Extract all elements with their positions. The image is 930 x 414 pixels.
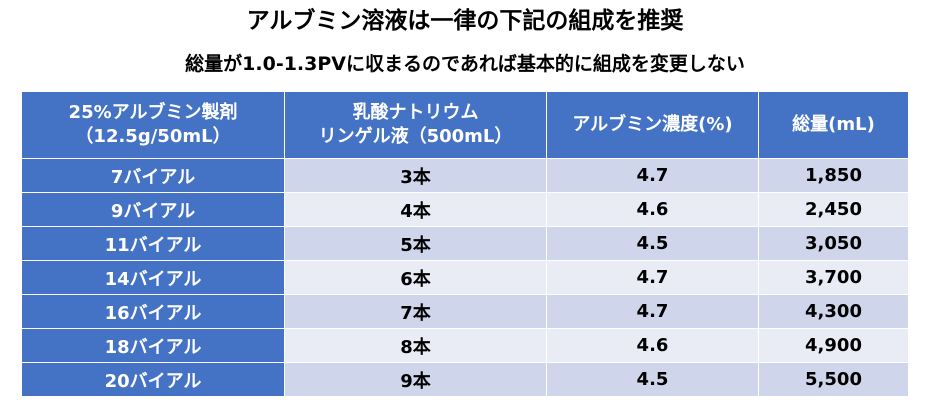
- table-row: 16バイアル 7本 4.7 4,300: [21, 294, 909, 329]
- vial-count-cell: 18バイアル: [21, 328, 285, 363]
- total-volume-cell: 4,900: [758, 328, 909, 363]
- ringer-count-cell: 5本: [284, 226, 547, 261]
- total-volume-cell: 2,450: [758, 192, 909, 227]
- header-line: 乳酸ナトリウム: [352, 102, 479, 123]
- ringer-count-cell: 8本: [284, 328, 547, 363]
- composition-table: 25%アルブミン製剤 （12.5g/50mL） 乳酸ナトリウム リンゲル液（50…: [21, 91, 909, 397]
- concentration-cell: 4.7: [546, 294, 759, 329]
- concentration-cell: 4.7: [546, 158, 759, 193]
- total-volume-cell: 3,050: [758, 226, 909, 261]
- table-row: 18バイアル 8本 4.6 4,900: [21, 328, 909, 363]
- header-line: 25%アルブミン製剤: [68, 102, 238, 123]
- header-albumin-product: 25%アルブミン製剤 （12.5g/50mL）: [21, 91, 285, 159]
- table-row: 14バイアル 6本 4.7 3,700: [21, 260, 909, 295]
- table-row: 20バイアル 9本 4.5 5,500: [21, 362, 909, 397]
- header-total-volume: 総量(mL): [758, 91, 909, 159]
- concentration-cell: 4.7: [546, 260, 759, 295]
- vial-count-cell: 11バイアル: [21, 226, 285, 261]
- table-header-row: 25%アルブミン製剤 （12.5g/50mL） 乳酸ナトリウム リンゲル液（50…: [21, 91, 909, 159]
- header-line: リンゲル液（500mL）: [318, 126, 513, 147]
- table-row: 9バイアル 4本 4.6 2,450: [21, 192, 909, 227]
- vial-count-cell: 20バイアル: [21, 362, 285, 397]
- header-ringer-solution: 乳酸ナトリウム リンゲル液（500mL）: [284, 91, 547, 159]
- ringer-count-cell: 4本: [284, 192, 547, 227]
- vial-count-cell: 16バイアル: [21, 294, 285, 329]
- ringer-count-cell: 9本: [284, 362, 547, 397]
- header-line: （12.5g/50mL）: [75, 126, 231, 147]
- table-row: 7バイアル 3本 4.7 1,850: [21, 158, 909, 193]
- total-volume-cell: 5,500: [758, 362, 909, 397]
- ringer-count-cell: 7本: [284, 294, 547, 329]
- header-line: 総量(mL): [792, 114, 875, 135]
- concentration-cell: 4.6: [546, 328, 759, 363]
- header-albumin-concentration: アルブミン濃度(%): [546, 91, 759, 159]
- vial-count-cell: 14バイアル: [21, 260, 285, 295]
- concentration-cell: 4.5: [546, 362, 759, 397]
- ringer-count-cell: 3本: [284, 158, 547, 193]
- total-volume-cell: 1,850: [758, 158, 909, 193]
- vial-count-cell: 9バイアル: [21, 192, 285, 227]
- total-volume-cell: 4,300: [758, 294, 909, 329]
- page-title: アルブミン溶液は一律の下記の組成を推奨: [246, 8, 684, 34]
- header-line: アルブミン濃度(%): [572, 114, 733, 135]
- page-subtitle: 総量が1.0-1.3PVに収まるのであれば基本的に組成を変更しない: [185, 53, 745, 75]
- concentration-cell: 4.6: [546, 192, 759, 227]
- concentration-cell: 4.5: [546, 226, 759, 261]
- ringer-count-cell: 6本: [284, 260, 547, 295]
- total-volume-cell: 3,700: [758, 260, 909, 295]
- vial-count-cell: 7バイアル: [21, 158, 285, 193]
- table-row: 11バイアル 5本 4.5 3,050: [21, 226, 909, 261]
